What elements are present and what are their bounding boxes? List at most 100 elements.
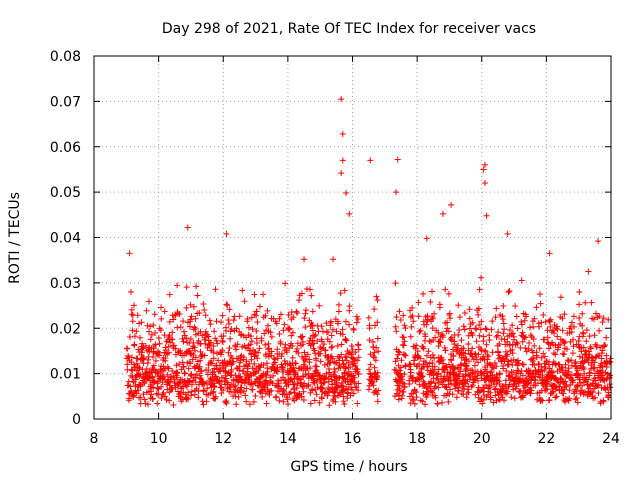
data-point xyxy=(592,377,599,384)
data-point xyxy=(154,400,161,407)
data-point xyxy=(277,340,284,347)
data-point xyxy=(233,401,240,408)
data-point xyxy=(592,394,599,401)
data-point xyxy=(233,346,240,353)
data-point xyxy=(576,315,583,322)
data-point xyxy=(202,312,209,319)
data-point xyxy=(274,377,281,384)
data-point xyxy=(510,330,517,337)
data-point xyxy=(420,390,427,397)
data-point xyxy=(158,315,165,322)
data-point xyxy=(222,399,229,406)
data-point xyxy=(469,345,476,352)
data-point xyxy=(300,396,307,403)
data-point xyxy=(346,303,353,310)
y-tick-label: 0.03 xyxy=(50,276,81,292)
data-point xyxy=(187,350,194,357)
data-point xyxy=(409,304,416,311)
data-point xyxy=(565,365,572,372)
data-point xyxy=(533,354,540,361)
data-point xyxy=(425,348,432,355)
data-point xyxy=(240,354,247,361)
data-point xyxy=(366,337,373,344)
data-point xyxy=(133,360,140,367)
data-point xyxy=(455,387,462,394)
data-point xyxy=(556,383,563,390)
data-point xyxy=(214,340,221,347)
chart-title: Day 298 of 2021, Rate Of TEC Index for r… xyxy=(162,21,536,37)
data-point xyxy=(516,389,523,396)
data-point xyxy=(348,351,355,358)
data-point xyxy=(137,334,144,341)
data-point xyxy=(174,370,181,377)
data-point xyxy=(307,342,314,349)
data-point xyxy=(302,371,309,378)
data-point xyxy=(531,342,538,349)
data-point xyxy=(348,386,355,393)
data-point xyxy=(223,327,230,334)
data-point xyxy=(447,370,454,377)
data-point xyxy=(410,397,417,404)
data-point xyxy=(302,307,309,314)
data-point xyxy=(284,394,291,401)
data-point xyxy=(445,290,452,297)
data-point xyxy=(329,355,336,362)
data-point xyxy=(311,350,318,357)
data-point xyxy=(527,390,534,397)
data-point xyxy=(200,300,207,307)
data-point xyxy=(393,328,400,335)
data-point xyxy=(188,313,195,320)
data-point xyxy=(291,389,298,396)
data-point xyxy=(575,337,582,344)
data-point xyxy=(307,400,314,407)
data-point xyxy=(606,384,613,391)
data-point xyxy=(525,345,532,352)
data-point xyxy=(180,338,187,345)
data-point xyxy=(522,345,529,352)
plot-frame xyxy=(93,55,612,420)
data-point xyxy=(518,321,525,328)
data-point xyxy=(503,368,510,375)
data-point xyxy=(514,340,521,347)
data-point xyxy=(574,399,581,406)
data-point xyxy=(210,355,217,362)
data-point xyxy=(325,328,332,335)
data-point xyxy=(137,394,144,401)
data-point xyxy=(417,327,424,334)
data-point xyxy=(509,322,516,329)
data-point xyxy=(399,341,406,348)
data-point xyxy=(260,291,267,298)
data-point xyxy=(465,340,472,347)
data-point xyxy=(576,353,583,360)
data-point xyxy=(343,190,350,197)
data-point xyxy=(291,386,298,393)
data-point xyxy=(547,316,554,323)
data-point xyxy=(531,362,538,369)
data-point xyxy=(562,378,569,385)
data-point xyxy=(552,394,559,401)
data-point xyxy=(436,338,443,345)
data-point xyxy=(334,384,341,391)
data-point xyxy=(193,283,200,290)
data-point xyxy=(460,323,467,330)
data-point xyxy=(590,316,597,323)
data-point xyxy=(588,345,595,352)
data-point xyxy=(513,313,520,320)
data-point xyxy=(339,131,346,138)
data-point xyxy=(374,319,381,326)
data-point xyxy=(223,375,230,382)
data-point xyxy=(579,310,586,317)
data-point xyxy=(148,331,155,338)
data-point xyxy=(283,391,290,398)
data-point xyxy=(553,393,560,400)
data-point xyxy=(557,341,564,348)
data-point xyxy=(533,304,540,311)
data-point xyxy=(355,387,362,394)
data-point xyxy=(343,353,350,360)
data-point xyxy=(397,317,404,324)
data-point xyxy=(189,356,196,363)
data-point xyxy=(152,341,159,348)
data-point xyxy=(401,322,408,329)
data-point xyxy=(194,292,201,299)
data-point xyxy=(174,388,181,395)
